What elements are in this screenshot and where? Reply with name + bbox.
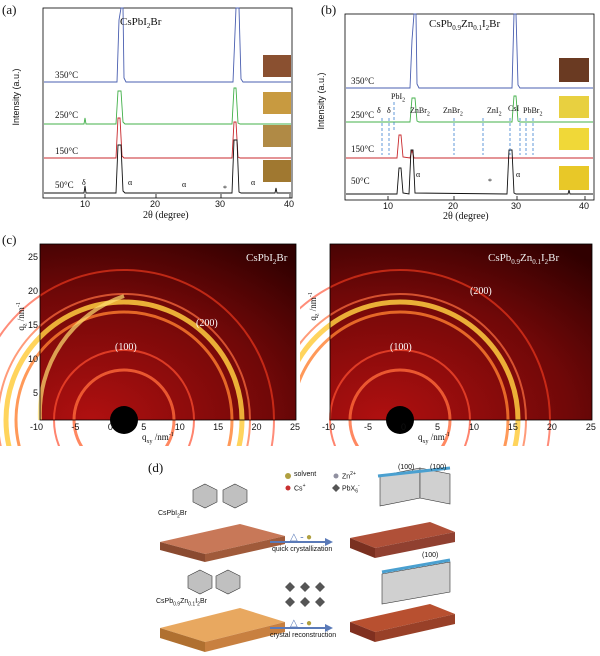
- panel-c-right-xticks: -10 -5 0 5 10 15 20 25: [322, 422, 596, 432]
- panel-b-label: (b): [321, 2, 337, 17]
- panel-b-anno-delta-2: δ: [387, 106, 391, 115]
- panel-a-temp-250: 250°C: [55, 110, 79, 120]
- panel-a-temp-350: 350°C: [55, 70, 79, 80]
- panel-a-xtick-40: 40: [284, 199, 295, 209]
- panel-c-left-giwaxs: [0, 243, 297, 446]
- panel-b-anno-pbi2: PbI2: [391, 92, 406, 104]
- panel-b-trace-50: [346, 149, 593, 195]
- panel-a-title: CsPbI2Br: [120, 16, 162, 31]
- panel-a-temp-50: 50°C: [55, 180, 74, 190]
- legend-zn-label: Zn2+: [342, 471, 356, 481]
- facet-label-3: (100): [422, 552, 439, 559]
- panel-b-xlabel: 2θ (degree): [443, 211, 489, 222]
- facet-label-2: (100): [430, 464, 447, 471]
- panel-b-trace-350: [346, 13, 593, 89]
- panel-c-right-giwaxs: [300, 243, 593, 446]
- panel-b-anno-zni2: ZnI2: [487, 106, 502, 118]
- panel-a-swatch-350: [263, 55, 291, 77]
- panel-c-right-ring-100: (100): [390, 342, 412, 353]
- panel-b-anno-csi: CsI: [508, 104, 520, 113]
- panel-c-label: (c): [2, 232, 17, 247]
- panel-a-anno-delta: δ: [82, 178, 86, 187]
- panel-b-anno-znbr2-2: ZnBr2: [443, 106, 463, 118]
- panel-c-left-yticks: 25 20 15 10 5: [27, 252, 38, 398]
- legend-zn-icon: [333, 473, 339, 479]
- panel-c-left-xlabel: qxy /nm-1: [142, 432, 174, 445]
- panel-b-temp-50: 50°C: [351, 176, 370, 186]
- panel-c-left-title: CsPbI2Br: [246, 252, 288, 267]
- facet-label-1: (100): [398, 464, 415, 471]
- panel-b-trace-250: [346, 95, 593, 123]
- panel-b-xtick-10: 10: [383, 201, 394, 211]
- panel-b-anno-delta-1: δ: [377, 106, 381, 115]
- panel-c-right-ring-200: (200): [470, 286, 492, 297]
- panel-c-left-xticks: -10 -5 0 5 10 15 20 25: [30, 422, 300, 432]
- arrow2-label: crystal reconstruction: [270, 632, 337, 639]
- row2-label: CsPb0.9Zn0.1I2Br: [156, 598, 207, 608]
- panel-b-swatch-150: [559, 128, 589, 150]
- panel-a-trace-350: [44, 7, 291, 83]
- panel-c-left-ring-100: (100): [115, 342, 137, 353]
- panel-a-trace-250: [44, 87, 291, 125]
- panel-b-anno-znbr2-1: ZnBr2: [410, 106, 430, 118]
- panel-b-swatch-50: [559, 166, 589, 190]
- panel-b-anno-star: *: [488, 177, 492, 186]
- panel-a-label: (a): [2, 2, 17, 17]
- panel-a-anno-alpha-1: α: [128, 178, 133, 187]
- panel-b-temp-350: 350°C: [351, 76, 375, 86]
- panel-d-schematic: [160, 466, 455, 652]
- panel-a-anno-star: *: [223, 184, 227, 193]
- legend-pbx6-icon: [332, 484, 340, 492]
- legend-solvent-icon: [285, 473, 291, 479]
- panel-c-left-ring-200: (200): [196, 318, 218, 329]
- panel-b-swatch-350: [559, 58, 589, 82]
- panel-b-anno-alpha-2: α: [516, 170, 521, 179]
- panel-a-xrd-chart: [42, 7, 293, 199]
- panel-b-ylabel: Intensity (a.u.): [316, 72, 326, 130]
- panel-a-anno-alpha-3: α: [251, 178, 256, 187]
- legend-cs-label: Cs+: [294, 483, 306, 493]
- panel-a-swatch-250: [263, 92, 291, 114]
- panel-b-anno-alpha-1: α: [416, 170, 421, 179]
- panel-a-ylabel: Intensity (a.u.): [11, 68, 21, 126]
- panel-a-swatch-150: [263, 125, 291, 147]
- panel-a-temp-150: 150°C: [55, 146, 79, 156]
- panel-b-title: CsPb0.9Zn0.1I2Br: [429, 18, 501, 33]
- panel-c-right-xlabel: qxy /nm-1: [418, 432, 450, 445]
- panel-b-temp-250: 250°C: [351, 110, 375, 120]
- panel-a-anno-alpha-2: α: [182, 180, 187, 189]
- panel-d-label: (d): [148, 460, 164, 475]
- panel-a-trace-50: [44, 139, 291, 194]
- panel-b-xtick-20: 20: [448, 201, 459, 211]
- panel-c-right-ylabel: qz /nm-1: [307, 292, 321, 321]
- panel-b-xrd-chart: [344, 13, 595, 201]
- row1-label: CsPbI2Br: [158, 510, 187, 520]
- panel-b-xtick-40: 40: [579, 201, 590, 211]
- panel-a-xlabel: 2θ (degree): [143, 210, 189, 221]
- panel-b-anno-pbbr2: PbBr2: [523, 106, 543, 118]
- panel-b-xtick-30: 30: [511, 201, 522, 211]
- arrow1-label: quick crystallization: [272, 546, 333, 553]
- legend-pbx6-label: PbX6-: [342, 483, 360, 495]
- panel-a-trace-150: [44, 117, 291, 159]
- panel-a-xtick-20: 20: [150, 199, 161, 209]
- panel-b-trace-150: [346, 134, 593, 159]
- panel-b-swatch-250: [559, 96, 589, 118]
- arrow2-delta: △ - ●: [290, 618, 313, 629]
- panel-a-swatch-50: [263, 160, 291, 182]
- panel-b-temp-150: 150°C: [351, 144, 375, 154]
- legend-solvent-label: solvent: [294, 471, 317, 478]
- panel-c-right-title: CsPb0.9Zn0.1I2Br: [488, 252, 560, 267]
- panel-a-xtick-30: 30: [215, 199, 226, 209]
- legend-cs-icon: [285, 485, 291, 491]
- arrow1-delta: △ - ●: [290, 532, 313, 543]
- panel-a-xtick-10: 10: [80, 199, 91, 209]
